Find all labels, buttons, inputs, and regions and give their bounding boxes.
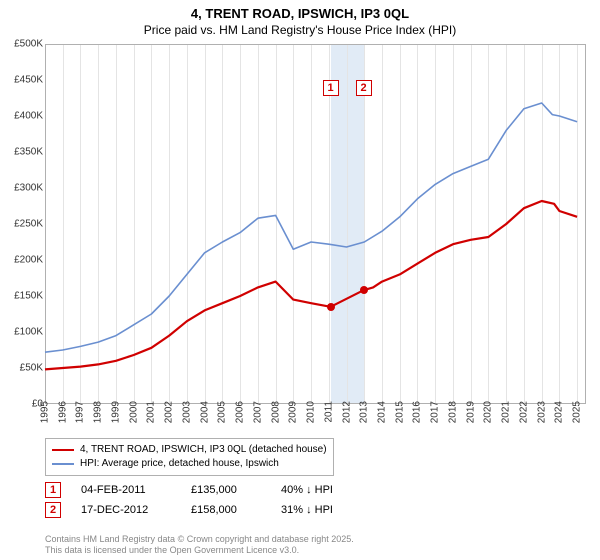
x-tick-label: 2002	[164, 401, 175, 423]
x-tick-label: 2020	[483, 401, 494, 423]
y-tick-label: £250K	[3, 219, 43, 230]
sale-marker-dot	[327, 303, 335, 311]
footnote: Contains HM Land Registry data © Crown c…	[45, 534, 354, 556]
chart-lines-svg	[45, 44, 586, 404]
series-line-hpi	[45, 103, 577, 352]
sales-table: 1 04-FEB-2011 £135,000 40% ↓ HPI 2 17-DE…	[45, 482, 581, 518]
sale-marker-dot	[360, 286, 368, 294]
x-tick-label: 2006	[235, 401, 246, 423]
x-tick-label: 2013	[359, 401, 370, 423]
chart-title: 4, TRENT ROAD, IPSWICH, IP3 0QL	[0, 0, 600, 23]
x-tick-label: 2022	[518, 401, 529, 423]
x-tick-label: 2016	[412, 401, 423, 423]
x-tick-label: 1999	[110, 401, 121, 423]
y-tick-label: £0	[3, 399, 43, 410]
chart-subtitle: Price paid vs. HM Land Registry's House …	[0, 23, 600, 41]
x-tick-label: 1996	[57, 401, 68, 423]
legend-row: HPI: Average price, detached house, Ipsw…	[52, 457, 327, 471]
legend-swatch	[52, 463, 74, 465]
x-tick-label: 2003	[181, 401, 192, 423]
y-tick-label: £450K	[3, 75, 43, 86]
x-tick-label: 2012	[341, 401, 352, 423]
y-tick-label: £300K	[3, 183, 43, 194]
sale-marker-label: 2	[356, 80, 372, 96]
legend-and-sales: 4, TRENT ROAD, IPSWICH, IP3 0QL (detache…	[45, 438, 581, 522]
sale-date: 04-FEB-2011	[81, 484, 171, 496]
y-tick-label: £150K	[3, 291, 43, 302]
x-tick-label: 2021	[501, 401, 512, 423]
x-tick-label: 2017	[430, 401, 441, 423]
x-tick-label: 2011	[323, 401, 334, 423]
sale-marker-label: 1	[323, 80, 339, 96]
x-tick-label: 2008	[270, 401, 281, 423]
sale-delta: 40% ↓ HPI	[281, 484, 333, 496]
x-tick-label: 2024	[554, 401, 565, 423]
legend-label: 4, TRENT ROAD, IPSWICH, IP3 0QL (detache…	[80, 443, 327, 457]
y-tick-label: £100K	[3, 327, 43, 338]
footnote-line: This data is licensed under the Open Gov…	[45, 545, 354, 556]
x-tick-label: 2005	[217, 401, 228, 423]
sale-row: 1 04-FEB-2011 £135,000 40% ↓ HPI	[45, 482, 581, 498]
x-tick-label: 2004	[199, 401, 210, 423]
sale-index-badge: 1	[45, 482, 61, 498]
sale-date: 17-DEC-2012	[81, 504, 171, 516]
legend-box: 4, TRENT ROAD, IPSWICH, IP3 0QL (detache…	[45, 438, 334, 476]
y-tick-label: £50K	[3, 363, 43, 374]
x-tick-label: 2000	[128, 401, 139, 423]
y-tick-label: £400K	[3, 111, 43, 122]
sale-price: £158,000	[191, 504, 261, 516]
series-line-price_paid	[45, 201, 577, 369]
legend-label: HPI: Average price, detached house, Ipsw…	[80, 457, 279, 471]
legend-swatch	[52, 449, 74, 452]
chart-container: 4, TRENT ROAD, IPSWICH, IP3 0QL Price pa…	[0, 0, 600, 560]
x-tick-label: 2018	[447, 401, 458, 423]
x-tick-label: 2014	[377, 401, 388, 423]
x-tick-label: 2019	[465, 401, 476, 423]
x-tick-label: 2023	[536, 401, 547, 423]
x-tick-label: 2001	[146, 401, 157, 423]
y-tick-label: £350K	[3, 147, 43, 158]
x-tick-label: 1995	[40, 401, 51, 423]
x-tick-label: 2007	[252, 401, 263, 423]
x-tick-label: 1998	[93, 401, 104, 423]
x-tick-label: 2015	[394, 401, 405, 423]
sale-index-badge: 2	[45, 502, 61, 518]
sale-price: £135,000	[191, 484, 261, 496]
x-tick-label: 2025	[572, 401, 583, 423]
x-tick-label: 1997	[75, 401, 86, 423]
plot-area: 12 £0£50K£100K£150K£200K£250K£300K£350K£…	[45, 44, 586, 404]
sale-row: 2 17-DEC-2012 £158,000 31% ↓ HPI	[45, 502, 581, 518]
footnote-line: Contains HM Land Registry data © Crown c…	[45, 534, 354, 545]
x-tick-label: 2009	[288, 401, 299, 423]
legend-row: 4, TRENT ROAD, IPSWICH, IP3 0QL (detache…	[52, 443, 327, 457]
y-tick-label: £500K	[3, 39, 43, 50]
sale-delta: 31% ↓ HPI	[281, 504, 333, 516]
y-tick-label: £200K	[3, 255, 43, 266]
x-tick-label: 2010	[306, 401, 317, 423]
